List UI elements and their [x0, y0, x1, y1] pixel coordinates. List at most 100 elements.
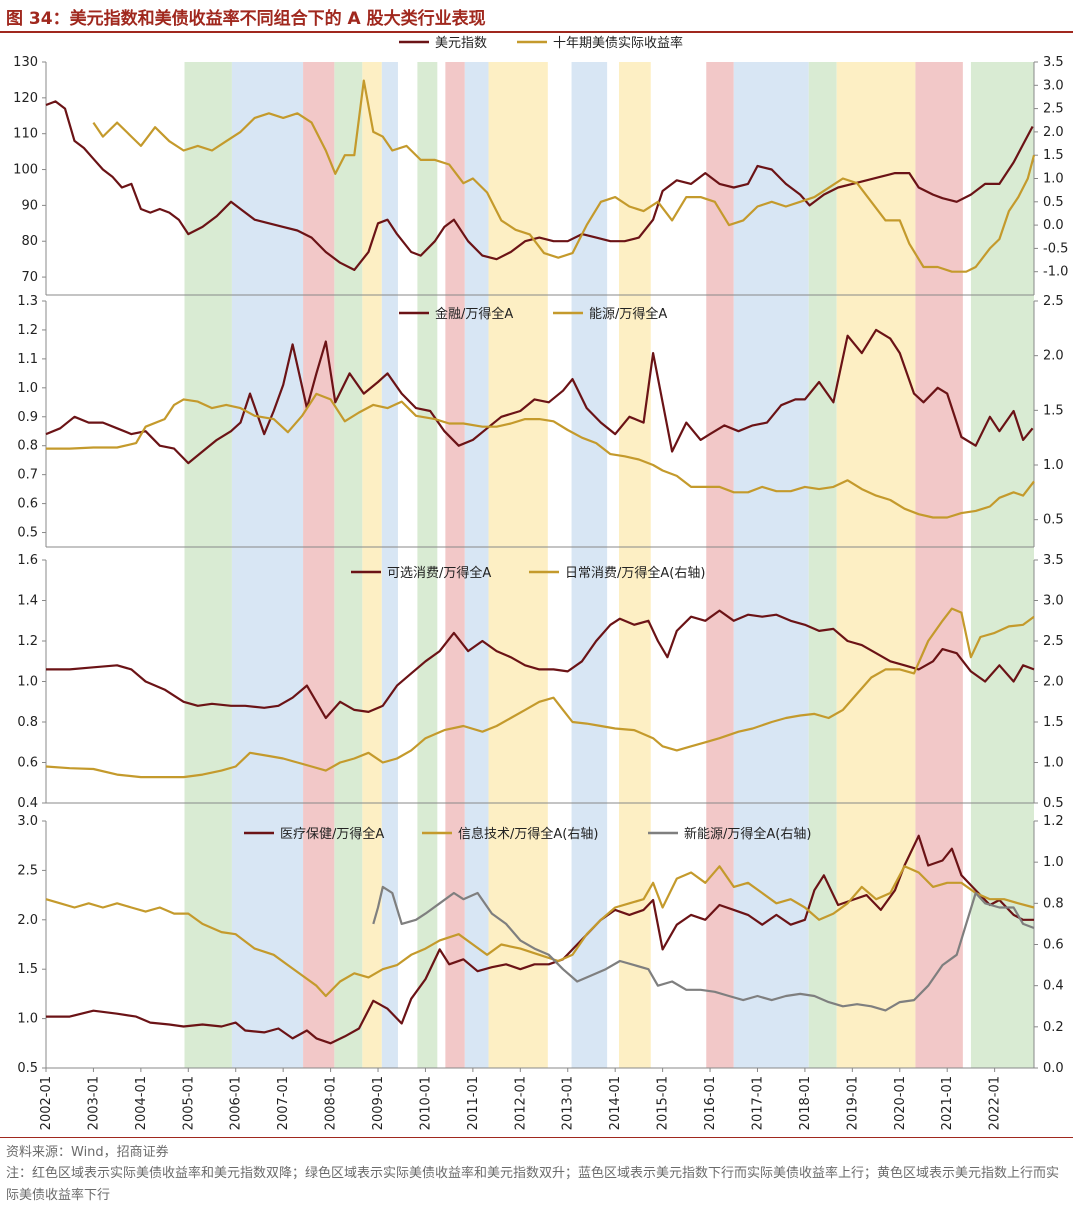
- legend-label: 信息技术/万得全A(右轴): [458, 826, 598, 842]
- legend-item: 日常消费/万得全A(右轴): [529, 565, 705, 581]
- x-tick-label: 2018-01: [798, 1076, 813, 1130]
- regime-band-yellow: [836, 62, 916, 1068]
- regime-band-blue: [733, 62, 809, 1068]
- legend-label: 医疗保健/万得全A: [280, 826, 384, 842]
- x-tick-label: 2004-01: [134, 1076, 149, 1130]
- left-tick-label: 110: [13, 127, 38, 142]
- right-tick-label: 2.5: [1043, 102, 1064, 117]
- legend-label: 新能源/万得全A(右轴): [684, 826, 811, 842]
- left-tick-label: 0.7: [17, 468, 38, 483]
- series-line-p3-0: [46, 609, 1035, 720]
- regime-band-blue: [231, 62, 304, 1068]
- x-tick-label: 2009-01: [371, 1076, 386, 1130]
- regime-band-red: [303, 62, 335, 1068]
- left-tick-label: 2.0: [17, 913, 38, 928]
- figure-title: 图 34：美元指数和美债收益率不同组合下的 A 股大类行业表现: [6, 9, 486, 29]
- series-line-p3-1: [45, 607, 1035, 779]
- left-tick-label: 90: [21, 198, 38, 213]
- left-tick-label: 2.5: [17, 863, 38, 878]
- right-tick-label: 0.6: [1043, 938, 1064, 953]
- right-tick-label: 1.2: [1043, 814, 1064, 829]
- left-tick-label: 1.5: [17, 962, 38, 977]
- legend-label: 可选消费/万得全A: [387, 565, 491, 581]
- regime-band-red: [706, 62, 734, 1068]
- chart-figure: 70 80 90 100 110 120 130 -1.0 -0.5 0.0 0.5 1.0 1.5 2.…: [13, 35, 1068, 1130]
- x-tick-label: 2017-01: [750, 1076, 765, 1130]
- left-tick-label: 70: [21, 270, 38, 285]
- left-tick-label: 1.3: [17, 294, 38, 309]
- right-tick-label: 3.5: [1043, 55, 1064, 70]
- x-tick-label: 2013-01: [561, 1076, 576, 1130]
- left-tick-label: 1.0: [17, 1012, 38, 1027]
- legend-item: 十年期美债实际收益率: [517, 35, 683, 51]
- series-line-p1-0: [45, 100, 1034, 271]
- note-text: 注：红色区域表示实际美债收益率和美元指数双降；绿色区域表示实际美债收益率和美元指…: [6, 1166, 1060, 1203]
- left-tick-label: 1.0: [17, 381, 38, 396]
- series-line-p4-1: [45, 865, 1035, 998]
- legend-label: 日常消费/万得全A(右轴): [565, 565, 705, 581]
- right-tick-label: 0.0: [1043, 1061, 1064, 1076]
- left-tick-label: 1.0: [17, 675, 38, 690]
- left-tick-label: 1.2: [17, 323, 38, 338]
- left-tick-label: 0.6: [17, 756, 38, 771]
- left-tick-label: 1.2: [17, 634, 38, 649]
- x-tick-label: 2005-01: [181, 1076, 196, 1130]
- right-tick-label: -1.0: [1043, 265, 1068, 280]
- right-tick-label: 3.0: [1043, 594, 1064, 609]
- x-tick-label: 2021-01: [940, 1076, 955, 1130]
- panel-p4: 0.5 1.0 1.5 2.0 2.5 3.0 0.0 0.2 0.4 0.6 0.8 1.0 1.2 医…: [17, 814, 1063, 1076]
- right-tick-label: 1.0: [1043, 458, 1064, 473]
- left-tick-label: 130: [13, 55, 38, 70]
- legend-item: 信息技术/万得全A(右轴): [422, 826, 598, 842]
- x-tick-label: 2011-01: [466, 1076, 481, 1130]
- regime-band-red: [915, 62, 963, 1068]
- regime-band-green: [808, 62, 837, 1068]
- x-axis-labels: 2002-01 2003-01 2004-01 2005-01 2006-01 2007-…: [39, 1068, 1003, 1130]
- regime-band-green: [184, 62, 232, 1068]
- regime-bands: [184, 62, 1034, 1068]
- right-tick-label: 2.5: [1043, 294, 1064, 309]
- bottom-rule: [0, 1137, 1073, 1138]
- right-tick-label: 1.5: [1043, 403, 1064, 418]
- x-tick-label: 2003-01: [86, 1076, 101, 1130]
- right-tick-label: 2.0: [1043, 675, 1064, 690]
- legend-item: 能源/万得全A: [553, 306, 667, 322]
- right-tick-label: 3.0: [1043, 78, 1064, 93]
- right-tick-label: 0.5: [1043, 796, 1064, 811]
- left-tick-label: 80: [21, 234, 38, 249]
- left-tick-label: 1.6: [17, 553, 38, 568]
- left-tick-label: 0.8: [17, 439, 38, 454]
- series-line-p2-0: [45, 328, 1034, 465]
- left-tick-label: 1.1: [17, 352, 38, 367]
- right-tick-label: 1.5: [1043, 715, 1064, 730]
- regime-band-green: [970, 62, 1034, 1068]
- x-tick-label: 2007-01: [276, 1076, 291, 1130]
- left-tick-label: 0.6: [17, 497, 38, 512]
- x-tick-label: 2010-01: [418, 1076, 433, 1130]
- series-line-p2-1: [46, 392, 1035, 519]
- regime-band-yellow: [362, 62, 382, 1068]
- legend-item: 新能源/万得全A(右轴): [648, 826, 811, 842]
- left-tick-label: 0.5: [17, 1061, 38, 1076]
- right-tick-label: -0.5: [1043, 241, 1068, 256]
- left-tick-label: 0.5: [17, 526, 38, 541]
- regime-band-blue: [571, 62, 608, 1068]
- regime-band-blue: [381, 62, 398, 1068]
- regime-band-blue: [464, 62, 489, 1068]
- right-tick-label: 2.0: [1043, 349, 1064, 364]
- x-tick-label: 2014-01: [608, 1076, 623, 1130]
- legend-label: 金融/万得全A: [435, 306, 513, 322]
- right-tick-label: 2.0: [1043, 125, 1064, 140]
- left-tick-label: 1.4: [17, 594, 38, 609]
- x-tick-label: 2012-01: [513, 1076, 528, 1130]
- legend-label: 十年期美债实际收益率: [553, 35, 683, 51]
- right-tick-label: 0.2: [1043, 1020, 1064, 1035]
- right-tick-label: 0.4: [1043, 979, 1064, 994]
- right-tick-label: 0.5: [1043, 513, 1064, 528]
- legend-item: 美元指数: [399, 36, 487, 51]
- legend-item: 金融/万得全A: [399, 306, 513, 322]
- legend-label: 美元指数: [435, 36, 487, 51]
- left-tick-label: 0.4: [17, 796, 38, 811]
- x-tick-label: 2015-01: [656, 1076, 671, 1130]
- regime-band-red: [445, 62, 465, 1068]
